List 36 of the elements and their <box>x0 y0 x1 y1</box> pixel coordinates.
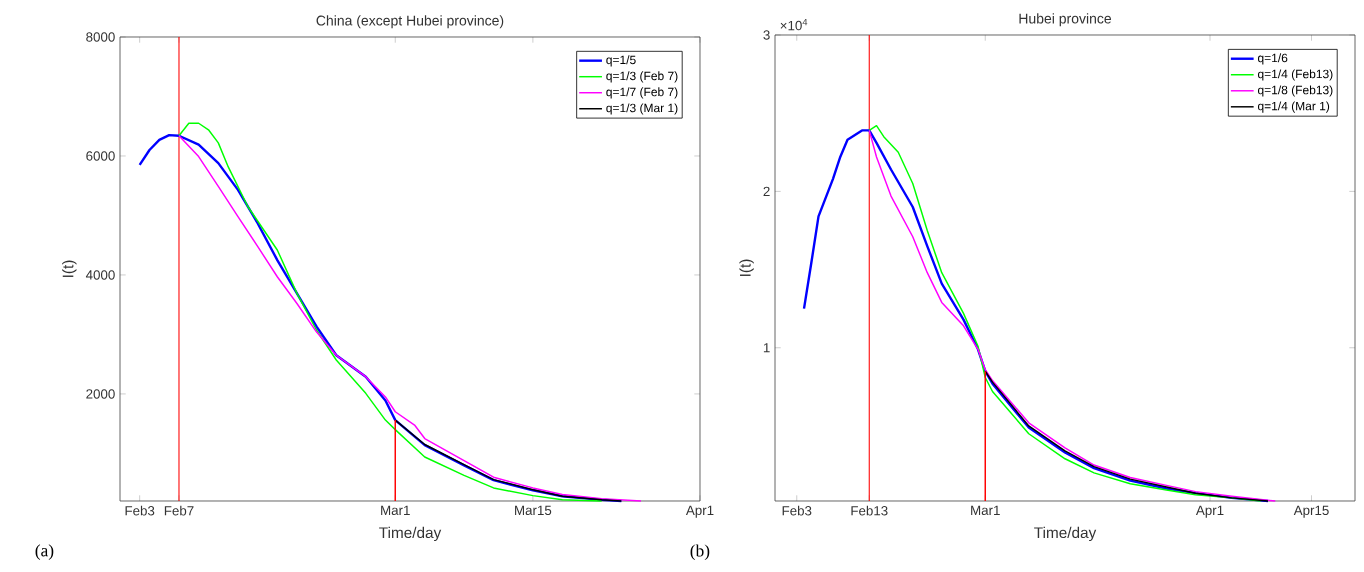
x-axis-title: Time/day <box>379 526 442 542</box>
x-tick-label: Apr1 <box>685 505 714 518</box>
legend-label: q=1/4 (Feb13) <box>1257 69 1333 81</box>
y-tick-label: 4000 <box>85 270 115 280</box>
text: (a) <box>35 544 54 560</box>
y-tick-label: 1 <box>763 343 770 353</box>
x-tick-label: Apr15 <box>1293 505 1329 518</box>
y-tick-label: 2 <box>763 186 770 197</box>
line-series <box>394 419 623 502</box>
chart-title: Hubei province <box>1019 13 1112 27</box>
line-series <box>984 370 1269 502</box>
x-tick-label: Feb7 <box>164 505 194 516</box>
x-tick-label: Feb3 <box>782 505 812 516</box>
legend-label: q=1/7 (Feb 7) <box>606 87 678 99</box>
x-tick-label: Mar1 <box>971 505 1000 516</box>
y-axis-title: I(t) <box>739 259 754 276</box>
text: ×10$^{4}$ <box>780 18 808 31</box>
y-tick-label: 2000 <box>86 389 115 399</box>
legend-label: q=1/3 (Feb 7) <box>606 71 678 83</box>
x-tick-label: Feb13 <box>851 505 888 516</box>
legend-label: q=1/6 <box>1257 53 1288 65</box>
text: (b) <box>690 544 710 561</box>
y-tick-label: 6000 <box>86 151 115 161</box>
x-tick-label: Apr1 <box>1195 505 1224 518</box>
y-tick-label: 8000 <box>86 32 115 42</box>
legend-label: q=1/3 (Mar 1) <box>606 103 678 115</box>
legend-label: q=1/4 (Mar 1) <box>1257 101 1330 113</box>
y-axis-title: I(t) <box>62 260 77 277</box>
x-tick-label: Feb3 <box>125 505 155 516</box>
legend-label: q=1/5 <box>606 55 636 67</box>
x-axis-title: Time/day <box>1034 526 1097 542</box>
y-tick-label: 3 <box>763 30 770 40</box>
chart-title: China (except Hubei province) <box>316 15 504 29</box>
x-tick-label: Mar15 <box>515 505 552 516</box>
x-tick-label: Mar1 <box>381 505 410 516</box>
legend-label: q=1/8 (Feb13) <box>1257 85 1333 97</box>
